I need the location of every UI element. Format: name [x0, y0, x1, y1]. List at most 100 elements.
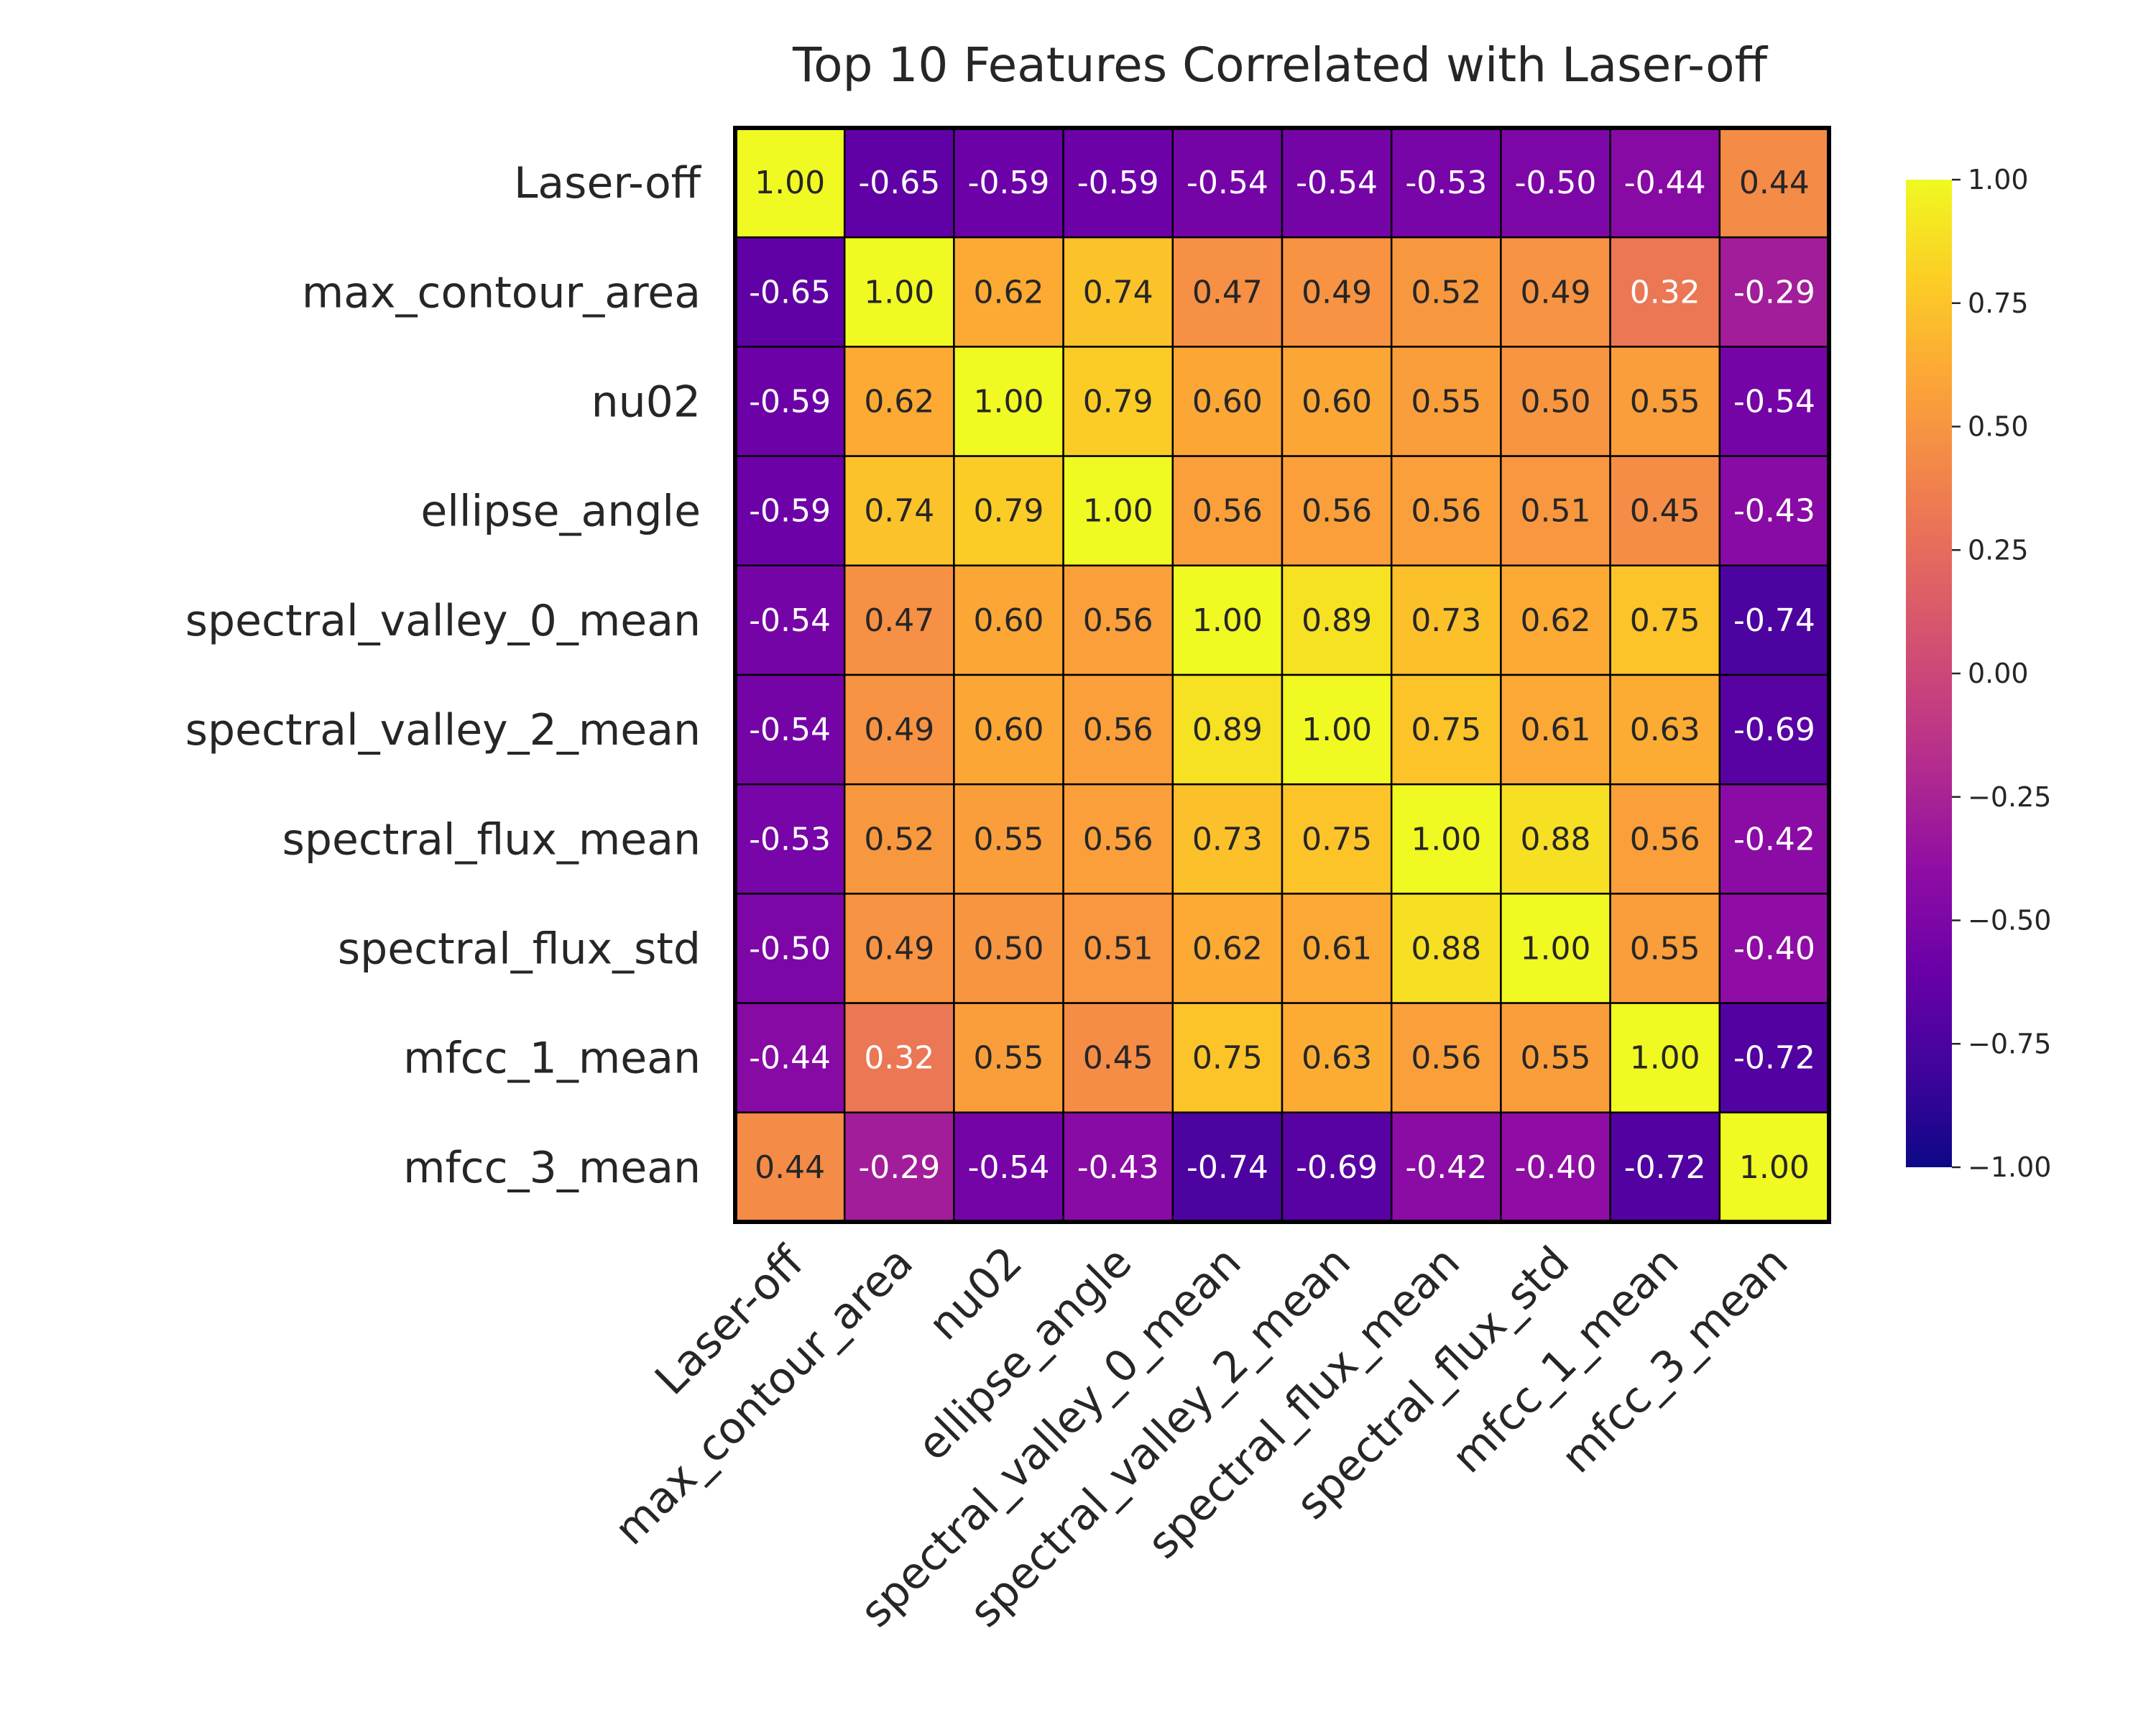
cell-value-label: 0.56 [1302, 493, 1372, 530]
row-label: spectral_valley_2_mean [185, 705, 701, 755]
row-label: spectral_flux_mean [282, 814, 701, 865]
colorbar-tick-label: −0.50 [1968, 905, 2051, 937]
colorbar-tick-label: 0.25 [1968, 534, 2029, 566]
cell-value-label: -0.42 [1405, 1149, 1487, 1186]
cell-value-label: 0.61 [1302, 931, 1372, 967]
heatmap-cell [1171, 564, 1284, 676]
colorbar-tick-label: 0.75 [1968, 288, 2029, 319]
cell-value-label: 0.60 [1302, 384, 1372, 420]
cell-value-label: -0.54 [749, 712, 831, 748]
row-label: nu02 [591, 377, 701, 428]
cell-value-label: 0.75 [1302, 821, 1372, 857]
cell-value-label: -0.42 [1733, 821, 1815, 857]
heatmap-cell [1500, 346, 1611, 457]
cell-value-label: -0.40 [1733, 931, 1815, 967]
cell-value-label: -0.65 [749, 274, 831, 310]
cell-value-label: 0.56 [1083, 712, 1153, 748]
heatmap-cell [1500, 564, 1611, 676]
heatmap-cell [843, 236, 955, 348]
row-label: max_contour_area [302, 267, 701, 318]
cell-value-label: 1.00 [1739, 1149, 1810, 1186]
cell-value-label: 0.89 [1192, 712, 1263, 748]
heatmap-frame [733, 126, 1831, 1224]
cell-value-label: -0.69 [1733, 712, 1815, 748]
cell-value-label: -0.54 [1296, 165, 1378, 201]
cell-value-label: 0.51 [1521, 493, 1591, 530]
colorbar-tick-label: −0.75 [1968, 1028, 2051, 1059]
cell-value-label: -0.53 [1405, 165, 1487, 201]
heatmap-cell [1171, 893, 1284, 1004]
heatmap-cell [1500, 236, 1611, 348]
heatmap-cell [1281, 1111, 1393, 1223]
row-label: Laser-off [514, 158, 702, 208]
heatmap-cell [1171, 1002, 1284, 1114]
cell-value-label: 1.00 [1302, 712, 1372, 748]
cell-value-label: 0.50 [974, 931, 1044, 967]
cell-value-label: 0.56 [1411, 493, 1481, 530]
cell-value-label: 0.62 [864, 384, 934, 420]
cell-value-label: 0.52 [1411, 274, 1481, 310]
heatmap-cell [1609, 1002, 1721, 1114]
heatmap-cell [1390, 236, 1502, 348]
heatmap-cell [1609, 1111, 1721, 1223]
cell-value-label: 0.51 [1083, 931, 1153, 967]
cell-value-label: 1.00 [1630, 1040, 1700, 1077]
heatmap-cell [843, 346, 955, 457]
cell-value-label: 1.00 [1411, 821, 1481, 857]
heatmap-cell [1281, 236, 1393, 348]
heatmap-cell [1281, 126, 1393, 239]
heatmap-cell [1718, 236, 1830, 348]
cell-value-label: 0.52 [864, 821, 934, 857]
heatmap-cell [734, 673, 846, 786]
heatmap-cell [953, 346, 1064, 457]
cell-value-label: -0.50 [1515, 165, 1597, 201]
cell-value-label: 0.47 [864, 602, 934, 639]
heatmap-cell [734, 455, 846, 567]
cell-value-label: -0.44 [1624, 165, 1706, 201]
cell-value-label: -0.50 [749, 931, 831, 967]
heatmap-cell [843, 1002, 955, 1114]
heatmap-cell [1718, 455, 1830, 567]
colorbar: 1.00 0.75 0.50 0.25 0.00 −0.25 −0.50 −0.75 −1.00 [1906, 164, 2051, 1183]
heatmap-cell [1281, 564, 1393, 676]
heatmap-cell [953, 564, 1064, 676]
cell-value-label: 0.61 [1521, 712, 1591, 748]
column-labels: Laser-offmax_contour_areanu02ellipse_ang… [605, 1236, 1798, 1637]
cell-value-label: -0.69 [1296, 1149, 1378, 1186]
cell-value-label: 0.45 [1083, 1040, 1153, 1077]
heatmap-cell [1500, 783, 1611, 895]
cell-value-label: 1.00 [1083, 493, 1153, 530]
cell-value-label: 0.62 [1521, 602, 1591, 639]
heatmap-cell [1390, 1111, 1502, 1223]
cell-value-label: -0.43 [1077, 1149, 1159, 1186]
chart-title: Top 10 Features Correlated with Laser-of… [792, 37, 1768, 93]
heatmap-cell [1171, 346, 1284, 457]
cell-value-label: 0.62 [974, 274, 1044, 310]
cell-value-label: 0.75 [1192, 1040, 1263, 1077]
cell-value-label: 1.00 [1192, 602, 1263, 639]
heatmap-cell [1500, 1002, 1611, 1114]
heatmap-cell [843, 126, 955, 239]
cell-value-label: -0.59 [749, 493, 831, 530]
heatmap-cell [734, 1111, 846, 1223]
cell-value-label: -0.40 [1515, 1149, 1597, 1186]
cell-value-label: 0.74 [1083, 274, 1153, 310]
cell-value-label: -0.53 [749, 821, 831, 857]
heatmap-cell [1500, 126, 1611, 239]
heatmap-cell [1609, 673, 1721, 786]
row-label: spectral_flux_std [338, 924, 701, 975]
cell-value-label: 0.55 [1630, 384, 1700, 420]
cell-value-label: -0.29 [1733, 274, 1815, 310]
heatmap-cell [734, 783, 846, 895]
cell-value-label: -0.54 [1733, 384, 1815, 420]
cell-value-label: -0.59 [749, 384, 831, 420]
heatmap-cell [1062, 1111, 1174, 1223]
heatmap-cell [1718, 783, 1830, 895]
cell-value-label: 0.44 [755, 1149, 825, 1186]
cell-value-label: 0.88 [1521, 821, 1591, 857]
heatmap-cell [1609, 783, 1721, 895]
cell-value-label: 0.56 [1083, 821, 1153, 857]
heatmap-cell [843, 564, 955, 676]
cell-value-label: 0.55 [1521, 1040, 1591, 1077]
heatmap-cell [953, 673, 1064, 786]
